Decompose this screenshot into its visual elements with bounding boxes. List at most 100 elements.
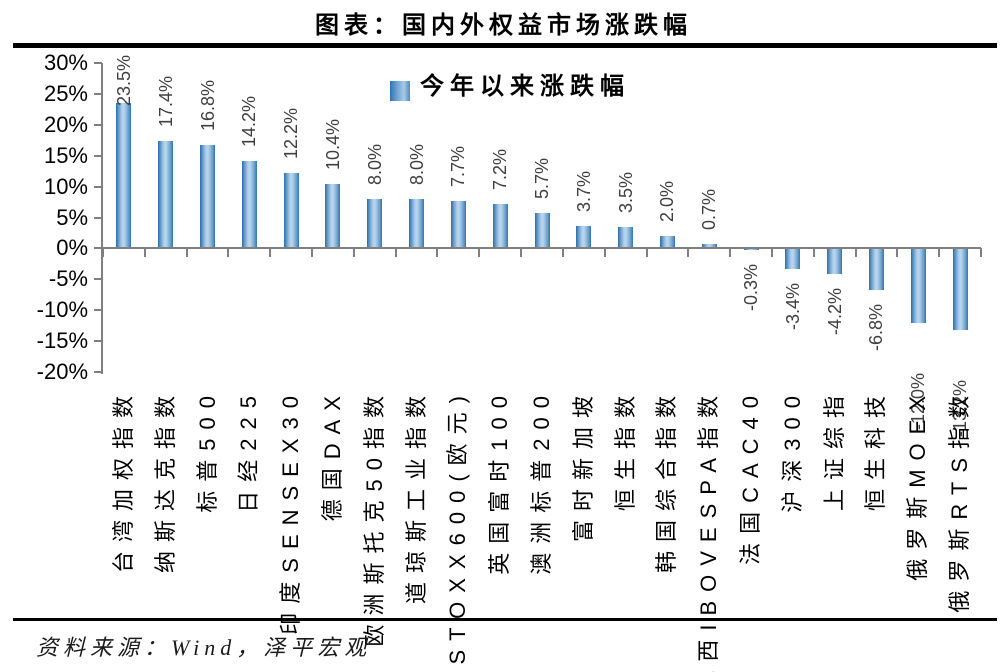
category-label: 印度SENSEX30 bbox=[278, 387, 304, 635]
y-tick bbox=[94, 123, 102, 126]
x-tick bbox=[143, 248, 146, 258]
bar bbox=[283, 173, 299, 249]
x-tick bbox=[938, 248, 941, 258]
y-tick-label: -5% bbox=[48, 266, 88, 292]
bar bbox=[659, 236, 675, 249]
category-label: 台湾加权指数 bbox=[110, 387, 136, 574]
x-tick bbox=[603, 248, 606, 258]
x-tick bbox=[980, 248, 982, 258]
y-tick bbox=[94, 216, 102, 219]
legend-swatch-icon bbox=[390, 81, 410, 101]
category-label: 巴西IBOVESPA指数 bbox=[696, 387, 722, 672]
x-tick bbox=[478, 248, 481, 258]
x-tick bbox=[561, 248, 564, 258]
y-tick bbox=[94, 92, 102, 95]
x-tick bbox=[436, 248, 439, 258]
bar-value-label: 7.2% bbox=[490, 148, 511, 190]
bar bbox=[785, 248, 801, 270]
category-label: 英国富时100 bbox=[487, 387, 513, 575]
category-label: 道琼斯工业指数 bbox=[403, 387, 429, 605]
category-label: 纳斯达克指数 bbox=[152, 387, 178, 574]
category-label: 澳洲标普200 bbox=[529, 387, 554, 575]
bar-value-label: 3.7% bbox=[573, 170, 594, 212]
category-label: 恒生科技 bbox=[863, 387, 889, 512]
x-tick bbox=[687, 248, 690, 258]
y-tick bbox=[94, 154, 102, 157]
bar bbox=[158, 140, 174, 249]
bar bbox=[534, 213, 550, 249]
bar bbox=[827, 248, 843, 275]
x-tick bbox=[185, 248, 188, 258]
bar-value-label: 3.5% bbox=[615, 171, 636, 213]
y-tick bbox=[94, 309, 102, 312]
x-tick bbox=[812, 248, 815, 258]
x-tick bbox=[352, 248, 355, 258]
bar bbox=[868, 248, 884, 291]
bar-value-label: 7.7% bbox=[448, 145, 469, 187]
bar bbox=[450, 200, 466, 249]
bar-value-label: -6.8% bbox=[866, 304, 887, 352]
bar bbox=[367, 198, 383, 249]
y-tick-label: 10% bbox=[43, 173, 88, 199]
bar-value-label: 17.4% bbox=[155, 75, 176, 127]
bar-value-label: -4.2% bbox=[824, 288, 845, 336]
bar bbox=[241, 160, 257, 249]
source-divider bbox=[13, 618, 997, 621]
bar-value-label: 16.8% bbox=[197, 79, 218, 131]
bar bbox=[618, 226, 634, 249]
bar bbox=[952, 248, 968, 330]
bar bbox=[116, 103, 132, 249]
category-label: 法国CAC40 bbox=[738, 387, 764, 565]
category-label: 标普500 bbox=[194, 387, 220, 513]
x-tick bbox=[311, 248, 314, 258]
category-label: 俄罗斯RTS指数 bbox=[947, 387, 973, 613]
y-tick bbox=[94, 247, 102, 250]
bar-value-label: 23.5% bbox=[113, 54, 134, 106]
category-label: 恒生指数 bbox=[612, 387, 638, 512]
bar-value-label: 8.0% bbox=[364, 143, 385, 185]
y-tick bbox=[94, 185, 102, 188]
x-axis-line bbox=[101, 247, 981, 250]
category-label: 欧洲STOXX600(欧元) bbox=[445, 387, 471, 672]
bar-value-label: 2.0% bbox=[657, 181, 678, 223]
bar bbox=[576, 225, 592, 249]
category-label: 俄罗斯MOEX bbox=[905, 387, 931, 581]
y-tick-label: 25% bbox=[43, 80, 88, 106]
bar-value-label: -0.3% bbox=[741, 264, 762, 312]
category-label: 富时新加坡 bbox=[570, 387, 596, 543]
legend: 今年以来涨跌幅 bbox=[390, 70, 630, 104]
x-tick bbox=[770, 248, 773, 258]
bar-value-label: 8.0% bbox=[406, 143, 427, 185]
bar bbox=[325, 184, 341, 249]
x-tick bbox=[645, 248, 648, 258]
bar-value-label: 14.2% bbox=[239, 95, 260, 147]
y-tick-label: 5% bbox=[56, 204, 88, 230]
category-label: 德国DAX bbox=[319, 387, 345, 522]
y-tick-label: 0% bbox=[56, 235, 88, 261]
bar-value-label: -3.4% bbox=[782, 283, 803, 331]
x-tick bbox=[227, 248, 230, 258]
y-tick bbox=[94, 340, 102, 343]
category-label: 沪深300 bbox=[779, 387, 805, 513]
bar bbox=[200, 144, 216, 249]
y-tick bbox=[94, 278, 102, 281]
y-tick-label: -15% bbox=[36, 328, 88, 354]
bar-value-label: 5.7% bbox=[532, 158, 552, 200]
bar bbox=[701, 244, 717, 249]
bar-value-label: 12.2% bbox=[281, 107, 302, 159]
category-label: 日经225 bbox=[236, 387, 262, 513]
x-tick bbox=[896, 248, 899, 258]
x-tick bbox=[102, 248, 104, 258]
x-tick bbox=[269, 248, 272, 258]
bar bbox=[492, 203, 508, 249]
x-tick bbox=[854, 248, 857, 258]
source-note: 资料来源：Wind，泽平宏观 bbox=[36, 635, 372, 660]
bar-value-label: 10.4% bbox=[322, 119, 343, 171]
legend-label: 今年以来涨跌幅 bbox=[420, 74, 630, 100]
y-tick bbox=[94, 62, 102, 64]
y-tick bbox=[94, 371, 102, 373]
x-tick bbox=[394, 248, 397, 258]
y-axis-line bbox=[101, 63, 103, 374]
